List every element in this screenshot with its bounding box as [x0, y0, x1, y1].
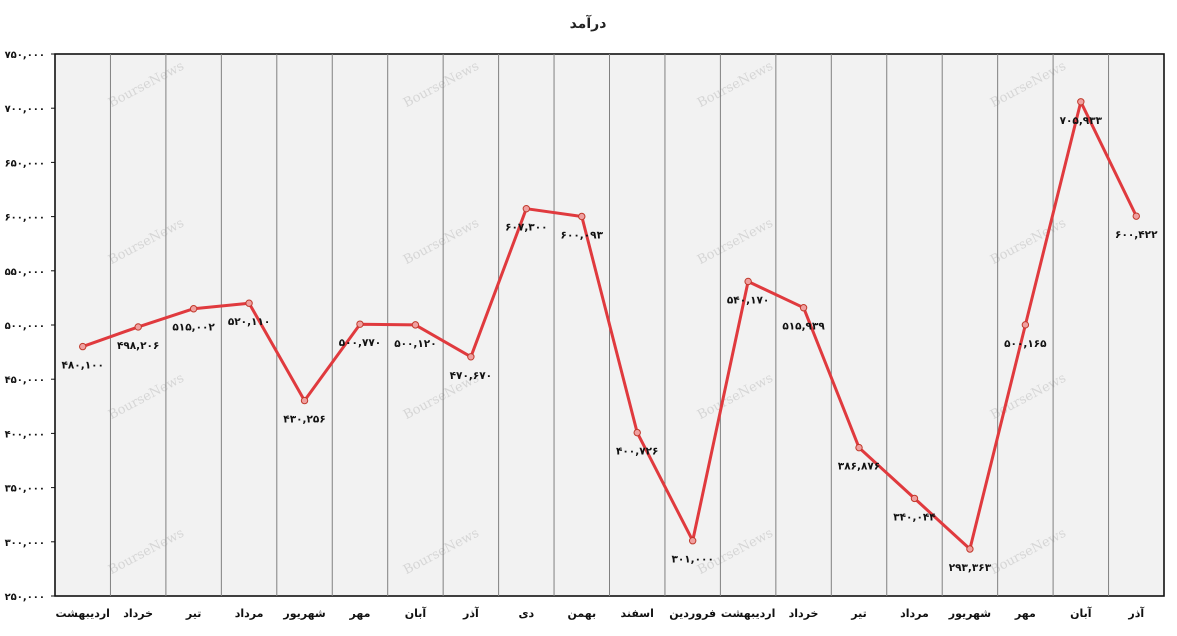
data-point — [910, 494, 919, 503]
data-label: ۵۰۰,۱۲۰ — [394, 338, 436, 350]
y-tick-label: ۲۵۰,۰۰۰ — [5, 592, 45, 603]
data-label: ۶۰۰,۰۹۳ — [561, 229, 604, 241]
y-tick-label: ۵۵۰,۰۰۰ — [5, 267, 45, 278]
data-point — [189, 305, 198, 313]
series-line — [81, 100, 1138, 551]
data-point — [245, 299, 253, 307]
data-point — [300, 396, 309, 405]
y-tick-label: ۵۰۰,۰۰۰ — [5, 321, 45, 332]
x-tick-label: اردیبهشت — [55, 607, 109, 620]
x-tick-label: اردیبهشت — [721, 607, 775, 620]
x-tick-label: فروردین — [669, 607, 716, 620]
x-tick-label: آبان — [1070, 606, 1092, 620]
data-label: ۵۰۰,۱۶۵ — [1004, 338, 1047, 350]
data-point — [799, 304, 808, 312]
data-label: ۵۱۵,۹۳۹ — [782, 321, 825, 333]
data-point — [633, 428, 641, 437]
data-point — [79, 342, 87, 351]
data-label: ۴۰۰,۷۲۶ — [616, 446, 658, 458]
x-tick-label: تیر — [850, 607, 866, 620]
x-tick-label: خرداد — [789, 607, 819, 620]
data-point — [688, 537, 697, 545]
data-point — [467, 353, 475, 361]
data-label: ۵۱۵,۰۰۲ — [172, 322, 215, 334]
y-tick-label: ۴۵۰,۰۰۰ — [5, 375, 45, 386]
x-tick-label: شهریور — [282, 607, 325, 620]
y-tick-label: ۶۵۰,۰۰۰ — [5, 158, 45, 169]
x-tick-label: مرداد — [235, 607, 264, 620]
data-label: ۵۰۰,۷۷۰ — [339, 337, 381, 349]
y-tick-label: ۷۵۰,۰۰۰ — [5, 50, 45, 61]
data-point — [966, 545, 974, 553]
y-tick-label: ۶۰۰,۰۰۰ — [5, 213, 45, 224]
y-tick-label: ۴۰۰,۰۰۰ — [5, 429, 45, 440]
data-label: ۴۷۰,۶۷۰ — [450, 370, 492, 382]
x-tick-label: شهریور — [948, 607, 991, 620]
data-label: ۵۴۰,۱۷۰ — [727, 294, 769, 306]
data-point — [744, 277, 752, 286]
x-tick-label: مرداد — [900, 607, 929, 620]
data-label: ۴۹۸,۲۰۶ — [117, 340, 159, 352]
x-tick-label: دی — [518, 607, 534, 620]
x-tick-label: خرداد — [123, 607, 153, 620]
data-label: ۳۸۶,۸۷۶ — [838, 461, 880, 473]
data-label: ۳۴۰,۰۴۴ — [893, 511, 936, 523]
y-tick-label: ۳۰۰,۰۰۰ — [5, 538, 45, 549]
data-label: ۷۰۵,۹۳۳ — [1060, 115, 1103, 127]
data-point — [134, 323, 142, 331]
x-tick-label: تیر — [185, 607, 201, 620]
x-tick-label: بهمن — [567, 607, 596, 620]
data-label: ۴۸۰,۱۰۰ — [61, 360, 103, 372]
data-point — [855, 443, 863, 452]
data-point — [1132, 212, 1140, 220]
chart-title: درآمد — [570, 14, 607, 32]
x-tick-label: اسفند — [621, 607, 654, 620]
data-label: ۵۲۰,۱۱۰ — [228, 316, 270, 328]
x-tick-label: آذر — [1127, 606, 1144, 620]
data-point — [522, 204, 531, 213]
y-tick-label: ۷۰۰,۰۰۰ — [5, 104, 45, 115]
y-tick-label: ۳۵۰,۰۰۰ — [5, 484, 45, 495]
x-tick-label: مهر — [349, 607, 371, 620]
data-point — [578, 212, 586, 221]
data-point — [1021, 321, 1030, 329]
x-tick-label: مهر — [1014, 607, 1036, 620]
data-label: ۳۰۱,۰۰۰ — [671, 554, 713, 566]
data-point — [356, 320, 364, 328]
data-label: ۲۹۳,۳۶۳ — [949, 562, 992, 574]
x-tick-label: آذر — [462, 606, 479, 620]
data-point — [411, 321, 420, 329]
data-point — [1077, 98, 1085, 106]
x-tick-label: آبان — [405, 606, 427, 620]
data-label: ۶۰۰,۴۲۲ — [1115, 229, 1158, 241]
data-label: ۶۰۷,۳۰۰ — [505, 222, 547, 234]
data-label: ۴۳۰,۲۵۶ — [283, 414, 325, 426]
